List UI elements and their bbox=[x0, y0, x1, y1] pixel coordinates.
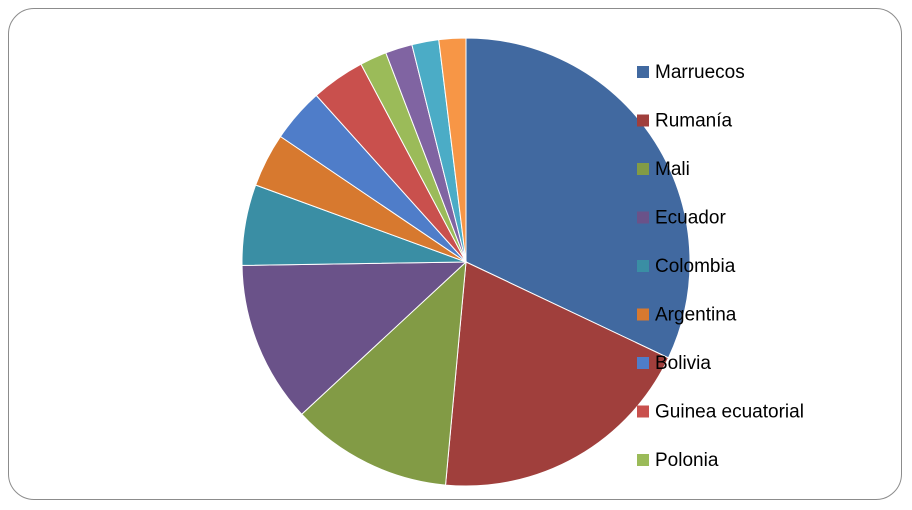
legend-swatch bbox=[637, 357, 649, 369]
legend-label: Argentina bbox=[655, 305, 737, 326]
legend-label: Guinea ecuatorial bbox=[655, 402, 804, 423]
legend: Marruecos Rumanía Mali Ecuador Colombia Argen… bbox=[637, 62, 804, 471]
legend-swatch bbox=[637, 66, 649, 78]
legend-swatch bbox=[637, 454, 649, 466]
legend-swatch bbox=[637, 163, 649, 175]
legend-label: Rumanía bbox=[655, 111, 733, 132]
legend-label: Colombia bbox=[655, 256, 736, 277]
pie-slice-unlabeled-11 bbox=[438, 37, 467, 263]
legend-swatch bbox=[637, 260, 649, 272]
pie-slice-mali bbox=[300, 260, 467, 486]
legend-swatch bbox=[637, 211, 649, 224]
pie-slice-rumanía bbox=[444, 261, 670, 487]
legend-label: Bolivia bbox=[655, 353, 711, 374]
legend-swatch bbox=[637, 308, 649, 321]
legend-label: Mali bbox=[655, 159, 690, 180]
legend-swatch bbox=[637, 114, 649, 127]
legend-label: Polonia bbox=[655, 450, 719, 471]
legend-swatch bbox=[637, 405, 649, 418]
pie-slices bbox=[241, 37, 691, 487]
legend-label: Ecuador bbox=[655, 208, 726, 229]
pie-slice-marruecos bbox=[465, 37, 691, 359]
pie-slice-ecuador bbox=[241, 261, 468, 415]
legend-label: Marruecos bbox=[655, 62, 745, 83]
